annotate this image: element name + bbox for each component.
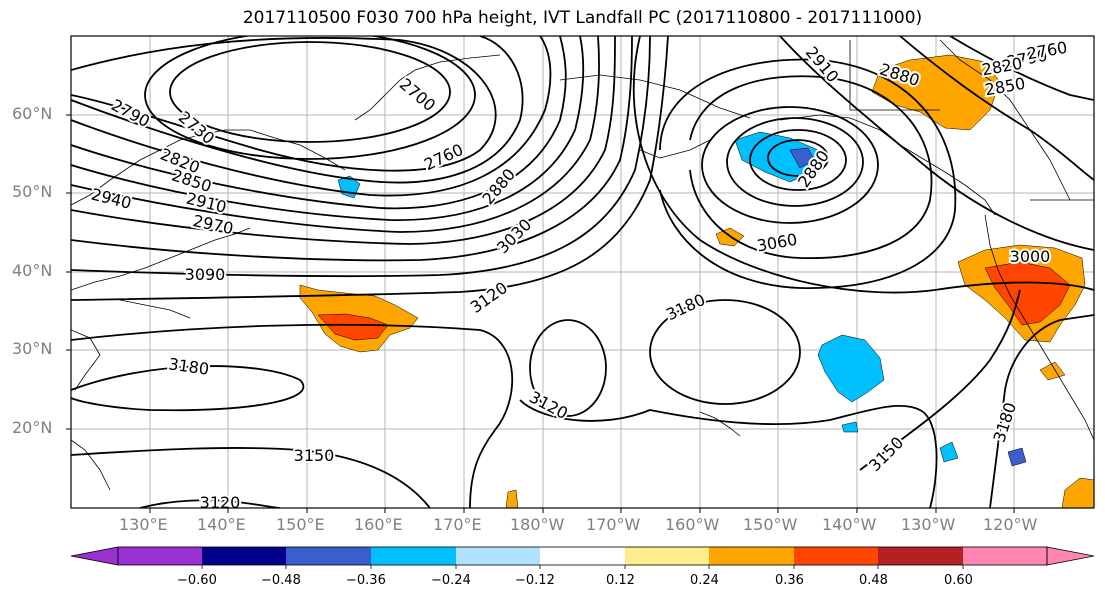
- contour-label: 2760: [421, 140, 466, 174]
- contour-label: 3180: [167, 354, 210, 378]
- ivt-positive-region: [505, 489, 519, 508]
- colorbar-tick-label: −0.48: [261, 573, 301, 588]
- contour-label: 3120: [200, 493, 241, 512]
- colorbar-low-extend: [70, 546, 119, 566]
- lon-label: 160°W: [665, 515, 720, 534]
- lon-label: 120°W: [983, 515, 1038, 534]
- colorbar-tick-label: 0.36: [775, 573, 804, 588]
- colorbar: [70, 546, 1095, 569]
- contour-label: 3180: [663, 290, 708, 324]
- lat-label: 60°N: [12, 104, 53, 123]
- colorbar-segment: [963, 547, 1047, 565]
- lat-label: 30°N: [12, 339, 53, 358]
- colorbar-high-extend: [1046, 546, 1095, 566]
- ivt-positive-region: [1039, 361, 1066, 381]
- colorbar-segment: [794, 547, 878, 565]
- colorbar-tick-label: −0.36: [346, 573, 386, 588]
- contour-label: 3120: [526, 387, 571, 423]
- ivt-negative-region: [817, 334, 885, 403]
- height-contours: [71, 36, 1094, 508]
- map-title: 2017110500 F030 700 hPa height, IVT Land…: [242, 8, 923, 28]
- ivt-deep-region: [1007, 447, 1027, 467]
- contour-label: 3120: [467, 278, 511, 317]
- colorbar-segment: [709, 547, 794, 565]
- lon-label: 150°W: [743, 515, 798, 534]
- lon-label: 150°E: [276, 515, 325, 534]
- colorbar-tick-label: 0.48: [859, 573, 888, 588]
- lon-label: 170°E: [433, 515, 482, 534]
- contour-label: 3060: [755, 230, 798, 256]
- ivt-strong-region: [317, 313, 389, 341]
- ivt-strong-region: [984, 261, 1071, 326]
- lat-label: 50°N: [12, 182, 53, 201]
- lon-label: 170°W: [586, 515, 641, 534]
- lon-label: 180°W: [510, 515, 565, 534]
- lon-label: 130°W: [901, 515, 956, 534]
- contour-label: 2760: [1025, 38, 1068, 64]
- colorbar-tick-label: −0.60: [177, 573, 217, 588]
- contour-label: 3180: [989, 400, 1020, 445]
- lon-label: 130°E: [119, 515, 168, 534]
- lat-label: 20°N: [12, 418, 53, 437]
- colorbar-tick-label: −0.12: [515, 573, 555, 588]
- lat-label: 40°N: [12, 261, 53, 280]
- lon-label: 140°W: [822, 515, 877, 534]
- colorbar-segment: [118, 547, 202, 565]
- colorbar-segment: [371, 547, 456, 565]
- contour-label: 3090: [185, 265, 226, 284]
- ivt-negative-region: [939, 441, 959, 463]
- colorbar-segment: [286, 547, 371, 565]
- ivt-negative-region: [841, 421, 859, 433]
- colorbar-segment: [456, 547, 540, 565]
- lon-label: 140°E: [197, 515, 246, 534]
- contour-label: 2940: [89, 185, 133, 213]
- colorbar-segment: [625, 547, 709, 565]
- colorbar-segment: [878, 547, 963, 565]
- colorbar-segment: [202, 547, 286, 565]
- colorbar-segment: [540, 547, 625, 565]
- colorbar-tick-label: −0.24: [431, 573, 471, 588]
- ivt-shading: [299, 54, 1094, 508]
- colorbar-tick-label: 0.12: [606, 573, 635, 588]
- lon-label: 160°E: [354, 515, 403, 534]
- coastlines: [71, 39, 1094, 491]
- axis-ticks: [66, 114, 1015, 513]
- contour-label: 3150: [294, 446, 335, 465]
- contour-label: 2700: [396, 74, 439, 115]
- colorbar-tick-label: 0.60: [944, 573, 973, 588]
- ivt-positive-region: [1061, 477, 1094, 508]
- ivt-deep-region: [789, 147, 815, 169]
- colorbar-tick-label: 0.24: [690, 573, 719, 588]
- contour-label: 3000: [1010, 247, 1051, 266]
